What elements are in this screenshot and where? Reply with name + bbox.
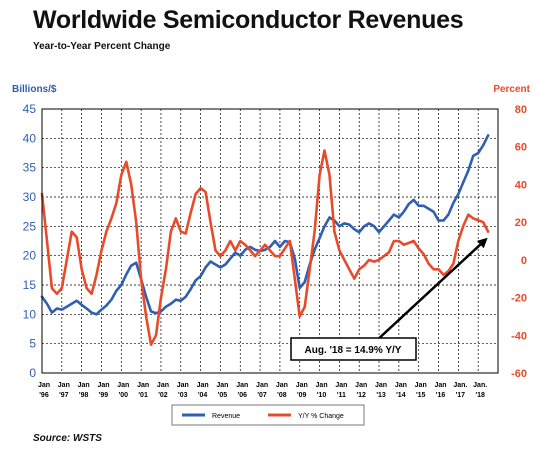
left-tick-label: 10 — [23, 307, 37, 321]
legend-label-revenue: Revenue — [212, 413, 240, 420]
x-tick-label-top: Jan — [117, 382, 129, 389]
right-tick-label: -40 — [511, 330, 527, 342]
chart-title: Worldwide Semiconductor Revenues — [33, 6, 464, 34]
left-tick-label: 5 — [29, 337, 36, 351]
x-tick-label-top: Jan — [395, 382, 407, 389]
chart-subtitle: Year-to-Year Percent Change — [33, 41, 171, 52]
x-tick-label-bottom: '13 — [376, 392, 386, 399]
left-tick-label: 25 — [23, 219, 37, 233]
x-tick-label-top: Jan — [415, 382, 427, 389]
right-tick-label: -60 — [511, 368, 527, 380]
left-tick-label: 15 — [23, 278, 37, 292]
x-tick-label-bottom: '11 — [337, 392, 346, 399]
x-tick-label-top: Jan. — [453, 382, 467, 389]
x-tick-label-top: Jan — [256, 382, 268, 389]
x-tick-label-top: Jan — [236, 382, 248, 389]
x-tick-label-top: Jan — [97, 382, 109, 389]
grid — [41, 108, 499, 374]
x-tick-label-bottom: '14 — [396, 392, 406, 399]
x-tick-label-top: Jan — [216, 382, 228, 389]
plot-frame — [41, 108, 499, 374]
x-tick-label-bottom: '06 — [238, 392, 248, 399]
source-note: Source: WSTS — [33, 433, 102, 444]
x-tick-label-bottom: '04 — [198, 392, 208, 399]
x-tick-label-bottom: '17 — [456, 392, 466, 399]
legend-label-yy-change: Y/Y % Change — [298, 413, 344, 420]
legend: Revenue Y/Y % Change — [171, 404, 365, 426]
x-tick-label-top: Jan. — [473, 382, 487, 389]
x-tick-label-bottom: '18 — [475, 392, 485, 399]
right-tick-label: -20 — [511, 293, 527, 305]
x-tick-label-top: Jan — [276, 382, 288, 389]
x-tick-label-top: Jan — [434, 382, 446, 389]
x-tick-label-top: Jan — [78, 382, 90, 389]
x-tick-label-bottom: '05 — [218, 392, 228, 399]
tick-labels: 0 5 10 15 20 25 30 35 40 45 -60 -40 -20 0 20 40 60 80 Jan '… — [23, 102, 527, 399]
left-tick-label: 0 — [29, 366, 36, 380]
right-tick-label: 40 — [515, 179, 527, 191]
x-tick-label-top: Jan — [157, 382, 169, 389]
x-tick-label-top: Jan — [355, 382, 367, 389]
x-tick-label-bottom: '00 — [119, 392, 129, 399]
left-tick-label: 20 — [23, 249, 37, 263]
annotation-arrow — [374, 243, 482, 343]
x-tick-label-top: Jan — [177, 382, 189, 389]
right-axis-label: Percent — [493, 84, 530, 95]
x-tick-label-top: Jan — [137, 382, 149, 389]
x-tick-label-top: Jan — [335, 382, 347, 389]
x-tick-label-bottom: '15 — [416, 392, 426, 399]
left-tick-label: 45 — [23, 102, 37, 116]
x-tick-label-bottom: '99 — [99, 392, 109, 399]
x-tick-label-bottom: '97 — [59, 392, 69, 399]
x-tick-label-bottom: '02 — [158, 392, 168, 399]
x-tick-label-bottom: '01 — [138, 392, 148, 399]
annotation-box — [290, 337, 417, 361]
annotation: Aug. '18 = 14.9% Y/Y — [290, 237, 488, 361]
x-tick-label-bottom: '16 — [436, 392, 446, 399]
x-tick-label-top: Jan — [316, 382, 328, 389]
series-line-yy-change — [40, 149, 490, 346]
series-layer — [40, 134, 490, 346]
right-tick-label: 20 — [515, 217, 527, 229]
right-tick-label: 60 — [515, 142, 527, 154]
series-line-revenue — [40, 134, 490, 316]
x-tick-label-bottom: '12 — [356, 392, 366, 399]
x-tick-label-bottom: '07 — [257, 392, 267, 399]
x-tick-label-top: Jan — [38, 382, 50, 389]
annotation-text: Aug. '18 = 14.9% Y/Y — [305, 345, 402, 356]
right-tick-label: 80 — [515, 104, 527, 116]
x-tick-label-top: Jan — [58, 382, 70, 389]
left-tick-label: 30 — [23, 190, 37, 204]
x-tick-label-bottom: '08 — [277, 392, 287, 399]
x-tick-label-top: Jan — [375, 382, 387, 389]
left-axis-label: Billions/$ — [12, 84, 57, 95]
annotation-arrowhead — [476, 237, 488, 249]
x-tick-label-bottom: '03 — [178, 392, 188, 399]
x-tick-label-top: Jan — [296, 382, 308, 389]
left-tick-label: 35 — [23, 161, 37, 175]
x-tick-label-top: Jan — [197, 382, 209, 389]
x-tick-label-bottom: '98 — [79, 392, 89, 399]
left-tick-label: 40 — [23, 131, 37, 145]
x-tick-label-bottom: '10 — [317, 392, 327, 399]
x-tick-label-bottom: '09 — [297, 392, 307, 399]
x-tick-label-bottom: '96 — [39, 392, 49, 399]
right-tick-label: 0 — [521, 255, 527, 267]
